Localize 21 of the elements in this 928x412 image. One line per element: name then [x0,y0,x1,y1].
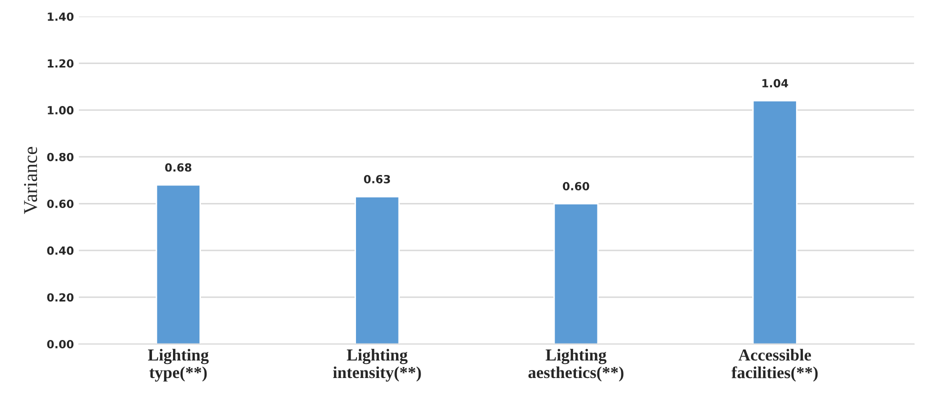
bar [553,202,599,344]
data-label: 0.68 [165,163,192,172]
x-tick-label: Accessible facilities(**) [732,348,818,382]
y-tick-label: 0.00 [47,340,74,348]
y-tick-label: 0.40 [47,246,74,255]
x-tick-label: Lighting intensity(**) [333,348,421,382]
y-tick-label: 0.80 [47,152,74,162]
x-tick-label: Lighting type(**) [148,348,209,382]
y-tick-label: 1.20 [48,59,74,68]
x-tick-label: Lighting aesthetics(**) [528,348,624,382]
y-tick-label: 0.60 [47,200,74,208]
bar [156,184,201,344]
y-axis-title: Variance [24,146,38,214]
data-label: 0.63 [364,174,390,184]
bar [354,196,400,344]
data-label: 1.04 [762,79,788,88]
data-label: 0.60 [562,182,590,190]
y-tick-label: 1.40 [48,12,74,21]
y-tick-label: 0.20 [47,293,74,302]
bar [752,100,798,344]
y-tick-label: 1.00 [48,106,74,114]
